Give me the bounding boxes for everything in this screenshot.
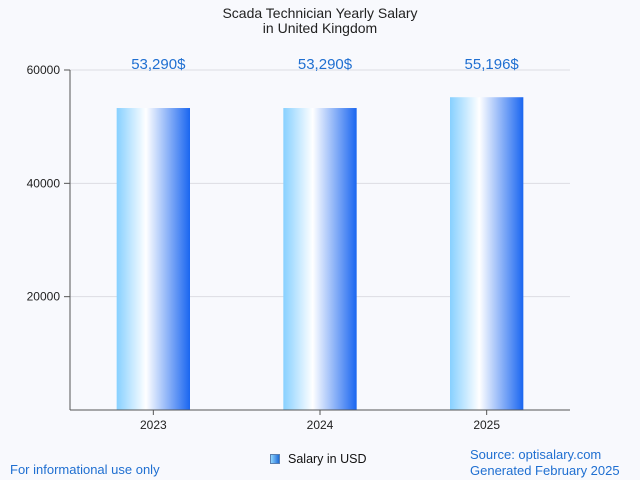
source-block: Source: optisalary.com Generated Februar… bbox=[470, 447, 620, 479]
source-link[interactable]: Source: optisalary.com bbox=[470, 447, 602, 462]
y-tick-label: 20000 bbox=[27, 290, 61, 304]
data-label-2024: 53,290$ bbox=[298, 56, 353, 73]
x-tick-label-2023: 2023 bbox=[140, 418, 167, 432]
data-label-2023: 53,290$ bbox=[131, 56, 186, 73]
bar-2025 bbox=[450, 97, 524, 411]
chart-legend: Salary in USD bbox=[270, 452, 367, 466]
legend-label: Salary in USD bbox=[288, 452, 367, 466]
generated-date: Generated February 2025 bbox=[470, 463, 620, 478]
bar-2024 bbox=[283, 108, 357, 411]
bar-2023 bbox=[116, 108, 190, 411]
data-label-2025: 55,196$ bbox=[465, 56, 520, 73]
legend-swatch bbox=[270, 454, 280, 464]
x-tick-label-2024: 2024 bbox=[307, 418, 334, 432]
chart-title-line-1: Scada Technician Yearly Salary bbox=[222, 5, 417, 21]
x-tick-label-2025: 2025 bbox=[473, 418, 500, 432]
disclaimer-note: For informational use only bbox=[10, 462, 160, 477]
chart-title-line-2: in United Kingdom bbox=[263, 20, 377, 36]
y-tick-label: 60000 bbox=[27, 63, 61, 77]
y-tick-label: 40000 bbox=[27, 176, 61, 190]
